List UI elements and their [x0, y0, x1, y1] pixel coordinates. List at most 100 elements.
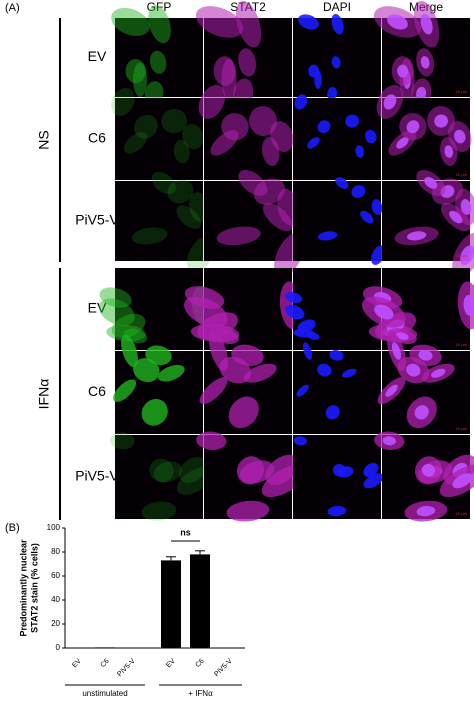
nucleus	[431, 368, 446, 378]
panel-label: (A)	[5, 2, 20, 14]
nucleus	[444, 145, 454, 158]
cell	[238, 169, 268, 196]
row-label: PiV5-V	[75, 212, 119, 228]
cell	[262, 202, 293, 232]
cell	[173, 139, 190, 164]
micrograph	[115, 18, 203, 97]
nucleus	[307, 137, 320, 149]
y-tick-label: 0	[56, 643, 61, 652]
nucleus	[371, 245, 386, 265]
y-tick-label: 80	[51, 547, 60, 556]
row-label: C6	[88, 383, 106, 399]
row-label: PiV5-V	[75, 468, 119, 484]
nucleus	[406, 120, 420, 134]
bar	[161, 560, 181, 648]
cell	[178, 456, 207, 483]
scale-bar-label: 10 μm	[456, 342, 468, 347]
cell	[199, 377, 228, 405]
nucleus	[460, 245, 474, 265]
scale-bar-label: 10 μm	[456, 253, 468, 258]
nucleus	[434, 114, 449, 128]
micrograph	[115, 98, 203, 180]
nucleus	[360, 210, 374, 224]
nucleus	[363, 473, 384, 489]
cell	[198, 84, 226, 119]
cell	[221, 113, 249, 141]
y-axis-label: Predominantly nuclear	[18, 539, 28, 637]
nucleus	[308, 64, 320, 78]
micrograph	[293, 351, 381, 434]
nucleus	[331, 13, 344, 35]
x-tick-label: C6	[194, 658, 205, 669]
micrograph	[115, 181, 203, 261]
cell	[113, 379, 137, 402]
nucleus	[420, 56, 430, 69]
nucleus	[418, 350, 433, 361]
y-tick-label: 60	[51, 571, 60, 580]
cell	[238, 48, 257, 77]
cell	[141, 501, 177, 521]
cell	[123, 132, 148, 154]
group-label: IFNα	[36, 379, 52, 410]
nucleus	[365, 129, 377, 144]
nucleus	[317, 120, 331, 134]
cell	[236, 456, 265, 485]
nucleus	[414, 405, 429, 420]
cell	[141, 398, 168, 426]
group-label: unstimulated	[82, 689, 127, 698]
cell	[133, 358, 160, 383]
y-tick-label: 40	[51, 595, 60, 604]
nucleus	[460, 199, 472, 215]
micrograph	[293, 435, 381, 519]
row-label: C6	[88, 130, 106, 146]
cell	[184, 296, 228, 328]
significance-label: ns	[180, 527, 191, 537]
nucleus	[382, 436, 396, 446]
x-tick-label: EV	[165, 658, 177, 670]
group-label: + IFNα	[188, 689, 213, 698]
nucleus	[293, 436, 307, 446]
cell	[134, 114, 158, 139]
scale-bar-label: 10 μm	[456, 426, 468, 431]
nucleus	[284, 292, 303, 303]
nucleus	[383, 94, 397, 110]
nucleus	[332, 464, 347, 477]
nucleus	[371, 199, 383, 215]
cell	[235, 0, 262, 48]
nucleus	[463, 294, 474, 316]
nucleus	[387, 14, 408, 30]
nucleus	[374, 304, 394, 320]
cell	[151, 171, 176, 194]
cell	[226, 500, 270, 522]
cell	[216, 226, 261, 246]
nucleus	[406, 231, 427, 241]
cell	[157, 364, 185, 382]
cell	[149, 458, 174, 483]
cell	[109, 432, 135, 450]
nucleus	[285, 304, 305, 320]
cell	[196, 431, 227, 450]
panel-label: (B)	[5, 522, 20, 534]
nucleus	[452, 473, 473, 489]
nucleus	[421, 464, 436, 477]
cell	[111, 7, 150, 37]
nucleus	[396, 137, 409, 149]
nucleus	[298, 14, 319, 30]
scale-bar-label: 10 μm	[456, 89, 468, 94]
cell	[262, 137, 280, 166]
column-header: GFP	[147, 0, 172, 14]
cell	[213, 56, 236, 86]
nucleus	[397, 64, 409, 78]
cell	[176, 205, 202, 229]
nucleus	[385, 384, 398, 397]
cell	[243, 363, 277, 383]
cell	[99, 287, 132, 308]
scale-bar-label: 10 μm	[456, 511, 468, 516]
x-tick-label: C6	[99, 658, 110, 669]
bar	[190, 554, 210, 648]
nucleus	[335, 176, 349, 189]
cell	[111, 313, 146, 339]
cell	[125, 59, 146, 84]
cell	[121, 334, 138, 368]
